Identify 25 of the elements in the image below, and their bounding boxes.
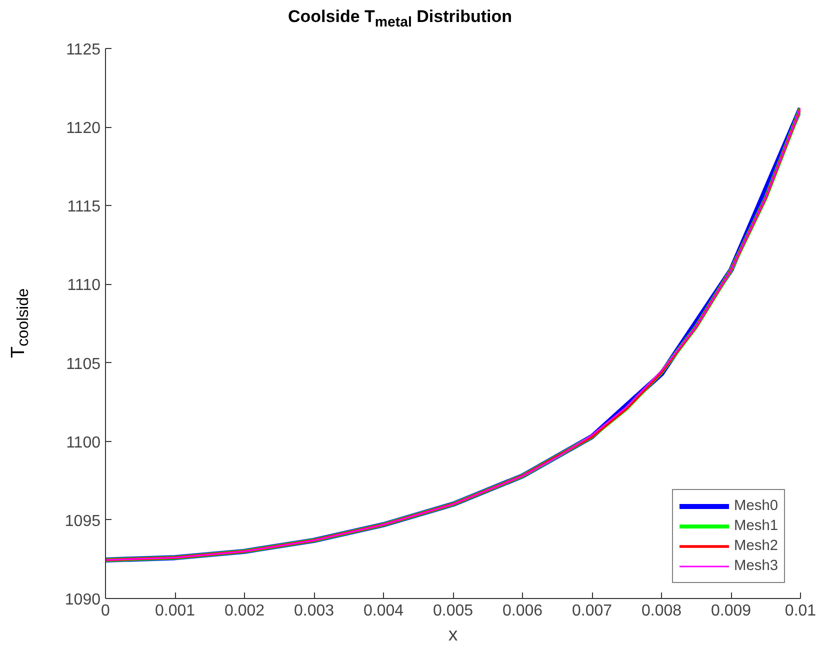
x-tick-label: 0.002 [224, 602, 265, 620]
legend-label: Mesh0 [734, 498, 778, 514]
x-tick-label: 0.009 [710, 602, 752, 620]
chart-title: Coolside T$_{metal}$ Distribution [288, 6, 512, 32]
y-tick-label: 1125 [66, 42, 101, 58]
y-tick-label: 1100 [66, 434, 101, 452]
y-tick-label: 1115 [67, 198, 101, 216]
legend-label: Mesh3 [734, 558, 778, 574]
x-tick-label: 0.007 [572, 602, 612, 620]
legend-label: Mesh2 [734, 538, 778, 554]
y-tick-label: 1110 [67, 277, 101, 294]
y-tick-label: 1105 [66, 356, 101, 373]
x-tick-label: 0.01 [784, 602, 816, 620]
legend-label: Mesh1 [734, 518, 778, 534]
x-tick-label: 0.005 [432, 602, 474, 620]
y-tick-label: 1120 [66, 120, 101, 138]
x-tick-label: 0.006 [502, 602, 543, 620]
x-axis-title: x [448, 624, 458, 644]
x-tick-label: 0.008 [641, 602, 682, 620]
x-tick-label: 0 [101, 602, 110, 620]
x-tick-label: 0.001 [154, 602, 196, 620]
y-tick-label: 1095 [64, 512, 101, 530]
x-tick-label: 0.004 [363, 602, 404, 620]
y-tick-label: 1090 [64, 592, 101, 608]
x-tick-label: 0.003 [294, 602, 334, 620]
